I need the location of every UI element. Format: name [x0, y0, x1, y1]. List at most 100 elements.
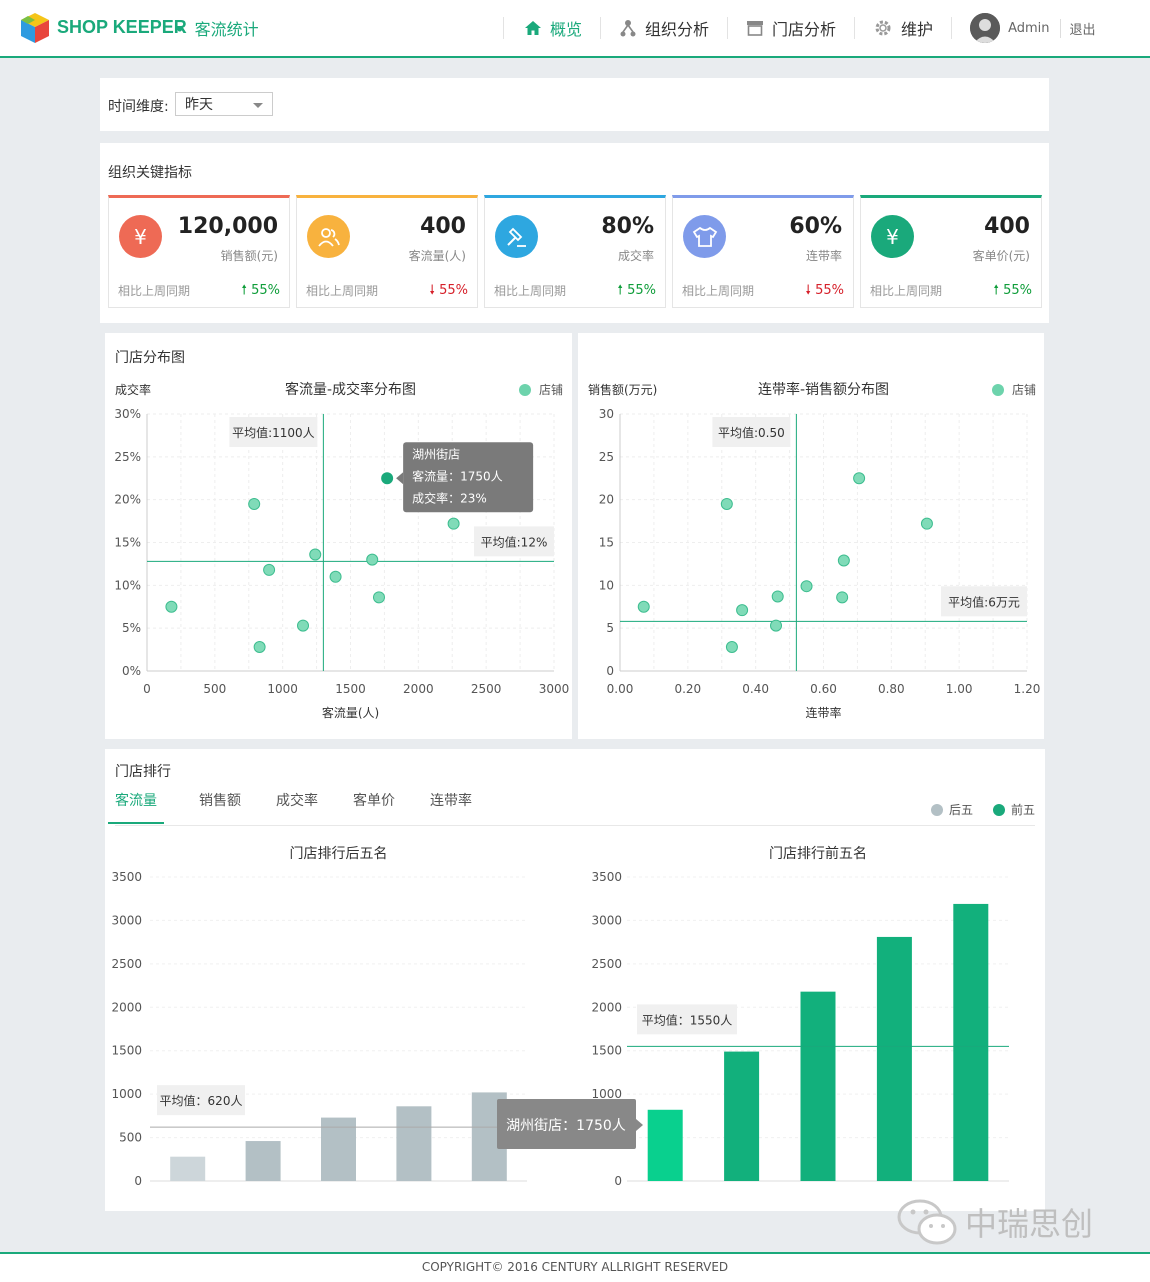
x-tick-label: 0.60 — [810, 682, 837, 696]
bar — [647, 1109, 683, 1181]
kpi-card-traffic[interactable]: 400 客流量(人) 相比上周同期 🠗 55% — [296, 195, 478, 308]
kpi-card-attach-rate[interactable]: 60% 连带率 相比上周同期 🠗 55% — [672, 195, 854, 308]
kpi-label: 连带率 — [805, 249, 842, 263]
avg-label-box — [637, 1004, 737, 1035]
x-tick-label: 2000 — [403, 682, 434, 696]
y-tick-label: 0 — [614, 1174, 622, 1188]
ranking-title: 门店排行 — [115, 764, 171, 780]
ranking-tabs: 客流量 销售额 成交率 客单价 连带率 — [108, 790, 507, 824]
avg-label-box — [157, 1085, 245, 1116]
tab-traffic[interactable]: 客流量 — [108, 790, 164, 824]
arrow-up-icon: 🠕 — [617, 283, 623, 298]
scatter-point — [736, 604, 749, 617]
bar — [321, 1117, 356, 1181]
y-tick-label: 5 — [606, 621, 614, 635]
avg-y-label-box — [941, 586, 1027, 617]
chart-title: 连带率-销售额分布图 — [758, 381, 889, 398]
x-tick-label: 0.20 — [674, 682, 701, 696]
legend-label: 店铺 — [539, 383, 563, 397]
kpi-card-sales[interactable]: ¥ 120,000 销售额(元) 相比上周同期 🠕 55% — [108, 195, 290, 308]
x-tick-label: 1.20 — [1014, 682, 1041, 696]
kpi-card-avg-price[interactable]: ¥ 400 客单价(元) 相比上周同期 🠕 55% — [860, 195, 1042, 308]
footer: COPYRIGHT© 2016 CENTURY ALLRIGHT RESERVE… — [0, 1252, 1150, 1282]
scatter-point — [920, 517, 933, 530]
y-tick-label: 10 — [599, 578, 614, 592]
x-tick-label: 0 — [143, 682, 151, 696]
kpi-compare-label: 相比上周同期 — [494, 284, 567, 298]
scatter-point — [771, 590, 784, 603]
y-tick-label: 2500 — [111, 957, 142, 971]
scatter-point — [800, 580, 813, 593]
brand-name: SHOP KEEPER — [57, 17, 187, 37]
tooltip-line: 客流量：1750人 — [412, 468, 503, 483]
legend-dot — [992, 384, 1004, 396]
y-tick-label: 3500 — [591, 870, 622, 884]
kpi-label: 客流量(人) — [408, 249, 466, 263]
tab-conversion[interactable]: 成交率 — [276, 793, 318, 809]
y-axis-title: 销售额(万元) — [588, 382, 657, 397]
tooltip-box — [403, 442, 534, 513]
y-tick-label: 2000 — [591, 1000, 622, 1014]
scatter-point — [853, 472, 866, 485]
legend-label: 店铺 — [1012, 383, 1036, 397]
home-icon — [525, 21, 541, 35]
chart-title: 客流量-成交率分布图 — [285, 381, 416, 398]
scatter-point — [381, 472, 394, 485]
bar — [953, 903, 989, 1181]
time-dimension-select[interactable]: 昨天 — [175, 92, 273, 116]
bar — [876, 936, 912, 1181]
bar-tooltip-text: 湖州街店：1750人 — [506, 1118, 626, 1134]
x-tick-label: 1500 — [335, 682, 366, 696]
yen-icon: ¥ — [119, 215, 162, 258]
y-tick-label: 25 — [599, 450, 614, 464]
scatter-point — [165, 600, 178, 613]
bar — [245, 1141, 281, 1181]
tab-attach-rate[interactable]: 连带率 — [430, 793, 472, 809]
shirt-icon — [683, 215, 726, 258]
logo-cube-icon — [21, 13, 49, 43]
tab-avg-price[interactable]: 客单价 — [353, 793, 395, 809]
kpi-card-conversion[interactable]: 80% 成交率 相比上周同期 🠕 55% — [484, 195, 666, 308]
avg-x-label: 平均值:0.50 — [718, 425, 785, 440]
y-tick-label: 25% — [114, 450, 141, 464]
kpi-value: 60% — [789, 214, 842, 239]
y-tick-label: 3000 — [591, 913, 622, 927]
nav-maintenance[interactable]: 维护 — [854, 17, 951, 39]
scatter-chart-attach-sales: 连带率-销售额分布图 销售额(万元) 店铺 0.00 0.20 0.40 0.60 0.80 1… — [588, 381, 1041, 720]
tab-divider — [115, 825, 1035, 826]
bar-tooltip-arrow — [636, 1119, 643, 1131]
bar — [396, 1106, 432, 1181]
top-header: SHOP KEEPER • 客流统计 概览 组织分析 门店分析 维护 Admin… — [0, 0, 1150, 58]
copyright-text: COPYRIGHT© 2016 CENTURY ALLRIGHT RESERVE… — [421, 1260, 729, 1274]
y-tick-label: 1500 — [111, 1044, 142, 1058]
y-tick-label: 10% — [114, 578, 141, 592]
kpi-label: 客单价(元) — [972, 249, 1030, 263]
y-tick-label: 3500 — [111, 870, 142, 884]
nav-overview[interactable]: 概览 — [503, 17, 600, 39]
user-menu[interactable]: Admin 退出 — [951, 13, 1113, 43]
scatter-point — [248, 497, 261, 510]
y-tick-label: 15% — [114, 536, 141, 550]
kpi-section-title: 组织关键指标 — [108, 165, 192, 181]
y-tick-label: 500 — [119, 1131, 142, 1145]
y-tick-label: 20% — [114, 493, 141, 507]
ranking-bar-charts: 门店排行后五名 0 500 1000 1500 2000 2500 3000 3500 平均值：6… — [111, 845, 1009, 1188]
avg-label: 平均值：620人 — [160, 1093, 243, 1108]
scatter-point — [836, 591, 849, 604]
logout-link[interactable]: 退出 — [1059, 18, 1096, 38]
y-tick-label: 1000 — [111, 1087, 142, 1101]
ranking-panel: 门店排行 后五 前五 门店排行后五名 0 500 1000 1500 2000 2500 30… — [105, 749, 1045, 1211]
chart-title: 门店排行前五名 — [769, 845, 867, 862]
y-tick-label: 2500 — [591, 957, 622, 971]
legend-dot-top5 — [992, 803, 1005, 816]
avg-x-label: 平均值:1100人 — [232, 425, 315, 440]
x-axis-title: 连带率 — [805, 705, 841, 720]
y-tick-label: 1500 — [591, 1044, 622, 1058]
nav-org-analysis[interactable]: 组织分析 — [600, 17, 727, 39]
watermark: 中瑞思创 — [897, 1198, 1093, 1246]
nav-store-analysis[interactable]: 门店分析 — [727, 17, 854, 39]
avg-x-label-box — [712, 417, 791, 447]
tab-sales[interactable]: 销售额 — [199, 793, 241, 809]
filter-panel: 时间维度: 昨天 — [100, 78, 1049, 131]
tooltip-line: 成交率：23% — [412, 490, 487, 505]
